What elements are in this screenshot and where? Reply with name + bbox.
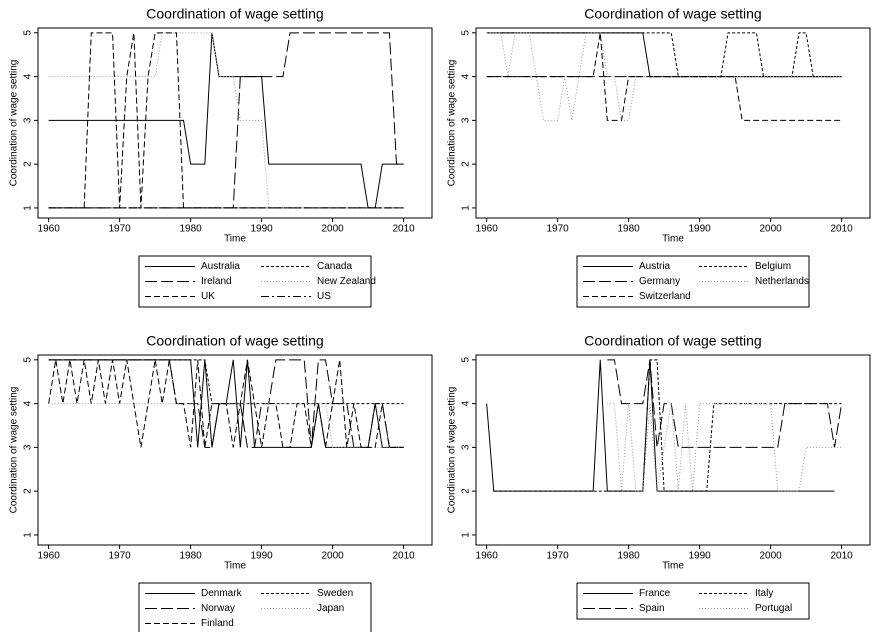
legend-label: Norway bbox=[201, 603, 235, 614]
legend-label: Denmark bbox=[201, 588, 243, 599]
y-tick-label: 3 bbox=[23, 444, 34, 450]
series-line bbox=[486, 32, 842, 78]
x-tick-label: 1960 bbox=[476, 551, 499, 562]
panel-title: Coordination of wage setting bbox=[146, 6, 323, 22]
x-tick-label: 2010 bbox=[830, 551, 853, 562]
y-axis-title: Coordination of wage setting bbox=[447, 387, 458, 514]
y-tick-label: 5 bbox=[461, 357, 472, 363]
y-tick-label: 1 bbox=[23, 532, 34, 538]
plot-frame bbox=[37, 354, 433, 546]
legend-label: UK bbox=[201, 291, 215, 302]
legend-label: Switzerland bbox=[639, 291, 691, 302]
series-line bbox=[48, 359, 404, 448]
legend-box bbox=[138, 582, 372, 632]
x-axis-title: Time bbox=[224, 234, 246, 245]
y-tick-label: 5 bbox=[461, 30, 472, 36]
series-line bbox=[48, 359, 404, 405]
y-tick-label: 3 bbox=[461, 117, 472, 123]
x-axis-title: Time bbox=[662, 234, 684, 245]
x-tick-label: 1970 bbox=[547, 551, 570, 562]
y-tick-label: 2 bbox=[461, 488, 472, 494]
series-line bbox=[486, 32, 842, 78]
x-tick-label: 2010 bbox=[392, 551, 415, 562]
legend-label: Portugal bbox=[755, 603, 792, 614]
x-tick-label: 1980 bbox=[180, 551, 203, 562]
x-tick-label: 1990 bbox=[250, 551, 273, 562]
panel: Coordination of wage setting 1960 1970 1980… bbox=[9, 333, 433, 632]
x-tick-label: 2000 bbox=[321, 551, 344, 562]
x-tick-label: 1970 bbox=[109, 224, 132, 235]
series-line bbox=[493, 359, 842, 492]
y-tick-label: 1 bbox=[461, 205, 472, 211]
series-line bbox=[486, 32, 842, 121]
legend-label: Germany bbox=[639, 276, 680, 287]
y-tick-label: 4 bbox=[23, 400, 34, 406]
y-tick-label: 4 bbox=[461, 400, 472, 406]
x-tick-label: 2000 bbox=[759, 224, 782, 235]
plot-frame bbox=[475, 27, 871, 219]
legend-label: Ireland bbox=[201, 276, 232, 287]
legend-box bbox=[576, 582, 810, 620]
x-tick-label: 2000 bbox=[321, 224, 344, 235]
y-tick-label: 2 bbox=[23, 488, 34, 494]
x-tick-label: 1960 bbox=[38, 551, 61, 562]
legend-box bbox=[138, 255, 372, 308]
y-axis-title: Coordination of wage setting bbox=[447, 60, 458, 187]
panel: Coordination of wage setting 1960 1970 1980… bbox=[447, 333, 871, 620]
legend-label: Italy bbox=[755, 588, 773, 599]
y-axis-title: Coordination of wage setting bbox=[9, 387, 20, 514]
legend-label: Finland bbox=[201, 618, 234, 629]
y-tick-label: 2 bbox=[23, 161, 34, 167]
y-tick-label: 1 bbox=[461, 532, 472, 538]
x-tick-label: 2010 bbox=[392, 224, 415, 235]
panel-title: Coordination of wage setting bbox=[584, 333, 761, 349]
x-tick-label: 1980 bbox=[618, 224, 641, 235]
y-axis-title: Coordination of wage setting bbox=[9, 60, 20, 187]
y-tick-label: 1 bbox=[23, 205, 34, 211]
y-tick-label: 5 bbox=[23, 357, 34, 363]
y-tick-label: 4 bbox=[461, 73, 472, 79]
legend-label: Japan bbox=[317, 603, 344, 614]
x-tick-label: 1990 bbox=[688, 224, 711, 235]
x-tick-label: 1970 bbox=[109, 551, 132, 562]
legend-label: France bbox=[639, 588, 671, 599]
x-tick-label: 1980 bbox=[618, 551, 641, 562]
y-tick-label: 3 bbox=[461, 444, 472, 450]
x-tick-label: 1960 bbox=[476, 224, 499, 235]
y-tick-label: 3 bbox=[23, 117, 34, 123]
series-line bbox=[48, 32, 404, 209]
plot-frame bbox=[475, 354, 871, 546]
legend-label: Netherlands bbox=[755, 276, 809, 287]
legend-box bbox=[576, 255, 810, 308]
x-tick-label: 2010 bbox=[830, 224, 853, 235]
x-tick-label: 1990 bbox=[688, 551, 711, 562]
x-tick-label: 2000 bbox=[759, 551, 782, 562]
x-tick-label: 1970 bbox=[547, 224, 570, 235]
y-tick-label: 2 bbox=[461, 161, 472, 167]
x-tick-label: 1960 bbox=[38, 224, 61, 235]
legend-label: Spain bbox=[639, 603, 665, 614]
x-axis-title: Time bbox=[224, 561, 246, 572]
series-line bbox=[607, 359, 843, 448]
legend-label: Canada bbox=[317, 261, 352, 272]
series-line bbox=[607, 403, 842, 492]
legend-label: New Zealand bbox=[317, 276, 376, 287]
legend-label: Belgium bbox=[755, 261, 791, 272]
panel-title: Coordination of wage setting bbox=[584, 6, 761, 22]
plot-frame bbox=[37, 27, 433, 219]
y-tick-label: 5 bbox=[23, 30, 34, 36]
legend-label: Australia bbox=[201, 261, 240, 272]
x-tick-label: 1990 bbox=[250, 224, 273, 235]
series-line bbox=[486, 32, 842, 121]
panel-title: Coordination of wage setting bbox=[146, 333, 323, 349]
y-tick-label: 4 bbox=[23, 73, 34, 79]
panel: Coordination of wage setting 1960 1970 1980… bbox=[447, 6, 871, 308]
legend-label: Sweden bbox=[317, 588, 353, 599]
panel: Coordination of wage setting 1960 1970 1980… bbox=[9, 6, 433, 308]
legend-label: Austria bbox=[639, 261, 671, 272]
x-axis-title: Time bbox=[662, 561, 684, 572]
x-tick-label: 1980 bbox=[180, 224, 203, 235]
legend-label: US bbox=[317, 291, 331, 302]
